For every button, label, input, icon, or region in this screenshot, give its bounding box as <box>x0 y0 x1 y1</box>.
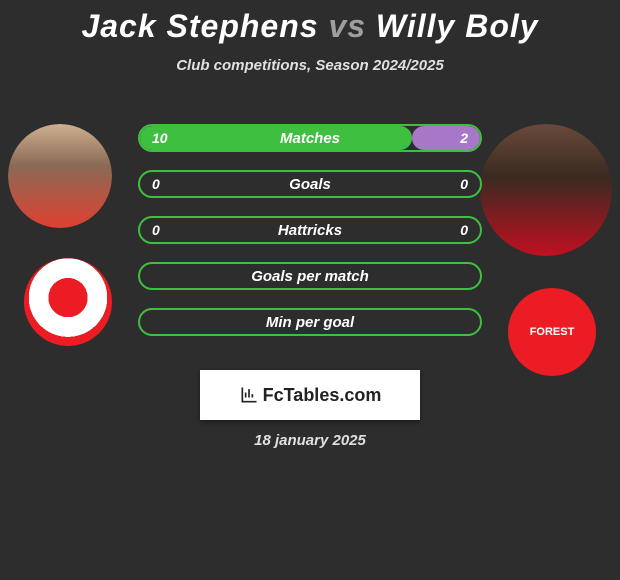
chart-icon <box>239 385 259 405</box>
stat-label: Min per goal <box>140 310 480 334</box>
stat-value-right: 0 <box>460 218 468 242</box>
stat-row: Goals0 0 <box>138 170 482 198</box>
stat-row: Hattricks0 0 <box>138 216 482 244</box>
site-logo-box: FcTables.com <box>200 370 420 420</box>
date-text: 18 january 2025 <box>0 432 620 449</box>
vs-text: vs <box>328 8 366 44</box>
site-logo: FcTables.com <box>239 385 382 406</box>
stat-value-left: 0 <box>152 218 160 242</box>
stat-label: Goals <box>140 172 480 196</box>
player2-name: Willy Boly <box>376 8 539 44</box>
stat-label: Hattricks <box>140 218 480 242</box>
stat-row: Min per goal <box>138 308 482 336</box>
player2-club-badge: FOREST <box>508 288 596 376</box>
stat-bars: Matches102Goals00Hattricks00Goals per ma… <box>138 124 482 354</box>
player2-avatar <box>480 124 612 256</box>
player1-avatar <box>8 124 112 228</box>
stat-label: Matches <box>140 126 480 150</box>
stat-row: Goals per match <box>138 262 482 290</box>
player1-club-badge <box>24 258 112 346</box>
site-name: FcTables.com <box>263 385 382 406</box>
stat-value-right: 0 <box>460 172 468 196</box>
forest-badge-text: FOREST <box>530 326 575 338</box>
stat-row: Matches10 2 <box>138 124 482 152</box>
page-title: Jack Stephens vs Willy Boly <box>0 0 620 45</box>
player2-avatar-image <box>480 124 612 256</box>
stat-value-right: 2 <box>460 126 468 150</box>
stat-value-left: 10 <box>152 126 168 150</box>
forest-badge-icon: FOREST <box>508 288 596 376</box>
subtitle: Club competitions, Season 2024/2025 <box>0 57 620 74</box>
player1-name: Jack Stephens <box>81 8 318 44</box>
southampton-badge-icon <box>24 258 112 346</box>
player1-avatar-image <box>8 124 112 228</box>
stat-value-left: 0 <box>152 172 160 196</box>
stat-label: Goals per match <box>140 264 480 288</box>
